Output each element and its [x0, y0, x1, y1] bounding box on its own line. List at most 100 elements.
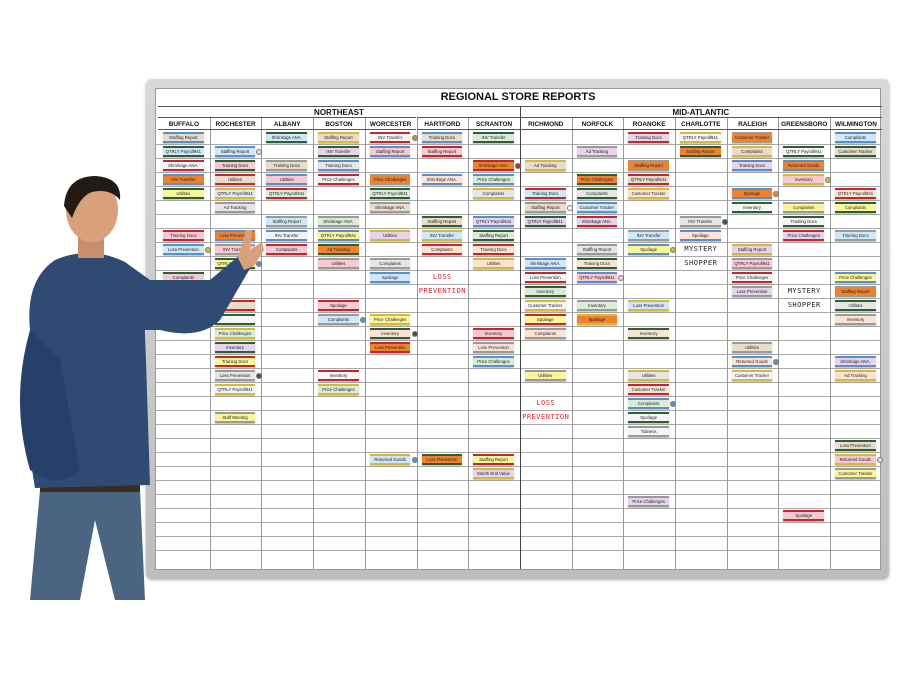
- report-card[interactable]: Tidiness: [628, 426, 669, 437]
- report-card[interactable]: Complaints: [783, 202, 825, 213]
- report-card[interactable]: QTRLY Payroll941: [214, 188, 256, 199]
- report-card[interactable]: Utilities: [524, 370, 566, 381]
- report-card[interactable]: Staffing Report: [473, 230, 514, 241]
- report-card[interactable]: Price Challenges: [783, 230, 825, 241]
- report-card[interactable]: Customer Tracker: [628, 188, 669, 199]
- report-card[interactable]: Returned Goods: [835, 454, 876, 465]
- status-magnet-dot[interactable]: [411, 457, 418, 463]
- report-card[interactable]: Staffing Report: [421, 216, 463, 227]
- status-magnet-dot[interactable]: [566, 205, 573, 211]
- report-card[interactable]: Training Docs: [163, 230, 204, 241]
- report-card[interactable]: Ad Tracking: [318, 244, 359, 255]
- report-card[interactable]: QTRLY Payroll941: [783, 146, 825, 157]
- report-card[interactable]: Price Challenges: [576, 174, 618, 185]
- report-card[interactable]: Inventory: [214, 342, 256, 353]
- report-card[interactable]: Utilities: [214, 174, 256, 185]
- report-card[interactable]: Spoilage: [628, 412, 669, 423]
- report-card[interactable]: Price Challenges: [369, 174, 411, 185]
- status-magnet-dot[interactable]: [721, 219, 728, 225]
- status-magnet-dot[interactable]: [256, 373, 263, 379]
- report-card[interactable]: INV Transfer: [318, 146, 359, 157]
- status-magnet-dot[interactable]: [256, 261, 263, 267]
- report-card[interactable]: Inventory: [524, 286, 566, 297]
- report-card[interactable]: Loss Prevention: [369, 342, 411, 353]
- report-card[interactable]: [214, 300, 256, 311]
- status-magnet-dot[interactable]: [618, 275, 625, 281]
- report-card[interactable]: Inventory: [783, 174, 825, 185]
- report-card[interactable]: Inventory: [731, 202, 773, 213]
- report-card[interactable]: Complaints: [421, 244, 463, 255]
- report-card[interactable]: Utilities: [318, 258, 359, 269]
- status-magnet-dot[interactable]: [359, 317, 366, 323]
- report-card[interactable]: Price Challenges: [473, 356, 514, 367]
- report-card[interactable]: Returned Goods: [783, 160, 825, 171]
- report-card[interactable]: Customer Tracker: [731, 370, 773, 381]
- report-card[interactable]: Staffing Report: [266, 216, 308, 227]
- status-magnet-dot[interactable]: [876, 457, 883, 463]
- report-card[interactable]: Training Docs: [318, 160, 359, 171]
- report-card[interactable]: Staffing Report: [835, 286, 876, 297]
- report-card[interactable]: QTRLY Payroll941: [369, 188, 411, 199]
- report-card[interactable]: Spoilage: [783, 510, 825, 521]
- report-card[interactable]: Utilities: [163, 188, 204, 199]
- status-magnet-dot[interactable]: [514, 163, 521, 169]
- report-card[interactable]: Spoilage: [318, 300, 359, 311]
- report-card[interactable]: Shrinkage ANA.: [318, 216, 359, 227]
- report-card[interactable]: Staffing Report: [163, 132, 204, 143]
- report-card[interactable]: Staffing Report: [318, 132, 359, 143]
- status-magnet-dot[interactable]: [204, 247, 211, 253]
- report-card[interactable]: Inventory: [473, 328, 514, 339]
- status-magnet-dot[interactable]: [670, 247, 676, 253]
- report-card[interactable]: Training Docs: [421, 132, 463, 143]
- report-card[interactable]: Customer Tracker: [835, 468, 876, 479]
- status-magnet-dot[interactable]: [670, 401, 676, 407]
- report-card[interactable]: Staffing Report: [576, 244, 618, 255]
- report-card[interactable]: Staffing Report: [214, 146, 256, 157]
- report-card[interactable]: Spoilage: [628, 244, 669, 255]
- report-card[interactable]: Ad Tracking: [214, 202, 256, 213]
- report-card[interactable]: Spoilage: [369, 272, 411, 283]
- report-card[interactable]: QTRLY Payroll941: [524, 216, 566, 227]
- report-card[interactable]: Price Challenges: [731, 272, 773, 283]
- status-magnet-dot[interactable]: [825, 177, 832, 183]
- report-card[interactable]: Price Challenges: [473, 174, 514, 185]
- report-card[interactable]: Utilities: [835, 300, 876, 311]
- report-card[interactable]: Complaints: [473, 188, 514, 199]
- report-card[interactable]: Training Docs: [576, 258, 618, 269]
- report-card[interactable]: Utilities: [473, 258, 514, 269]
- report-card[interactable]: Utilities: [369, 230, 411, 241]
- report-card[interactable]: QTRLY Payroll941: [731, 258, 773, 269]
- report-card[interactable]: Staffing Report: [628, 160, 669, 171]
- report-card[interactable]: Complaints: [835, 202, 876, 213]
- report-card[interactable]: Training Docs: [214, 356, 256, 367]
- report-card[interactable]: INV Transfer: [680, 216, 721, 227]
- report-card[interactable]: Loss Prevention: [628, 300, 669, 311]
- report-card[interactable]: Customer Tracker: [628, 384, 669, 395]
- report-card[interactable]: Complaints: [731, 146, 773, 157]
- report-card[interactable]: Staffing Report: [731, 244, 773, 255]
- report-card[interactable]: Returned Goods: [731, 356, 773, 367]
- report-card[interactable]: Price Challenges: [318, 384, 359, 395]
- report-card[interactable]: Inventory: [628, 328, 669, 339]
- report-card[interactable]: Staffing Report: [473, 454, 514, 465]
- report-card[interactable]: Training Docs: [524, 188, 566, 199]
- report-card[interactable]: Shrinkage ANA.: [266, 132, 308, 143]
- report-card[interactable]: [214, 314, 256, 325]
- status-magnet-dot[interactable]: [773, 359, 780, 365]
- report-card[interactable]: Training Docs: [214, 160, 256, 171]
- report-card[interactable]: Training Docs: [266, 160, 308, 171]
- report-card[interactable]: Complaints: [369, 258, 411, 269]
- report-card[interactable]: Training Docs: [473, 244, 514, 255]
- report-card[interactable]: Ad Tracking: [576, 146, 618, 157]
- report-card[interactable]: Month End Value: [473, 468, 514, 479]
- status-magnet-dot[interactable]: [411, 135, 418, 141]
- report-card[interactable]: Spoilage: [576, 314, 618, 325]
- report-card[interactable]: Staffing Report: [369, 146, 411, 157]
- report-card[interactable]: Spoilage: [524, 314, 566, 325]
- report-card[interactable]: Ad Tracking: [524, 160, 566, 171]
- report-card[interactable]: Complaints: [576, 188, 618, 199]
- report-card[interactable]: Training Docs: [731, 160, 773, 171]
- report-card[interactable]: Price Challenges: [214, 328, 256, 339]
- report-card[interactable]: Loss Prevention: [163, 244, 204, 255]
- report-card[interactable]: INV Transfer: [473, 132, 514, 143]
